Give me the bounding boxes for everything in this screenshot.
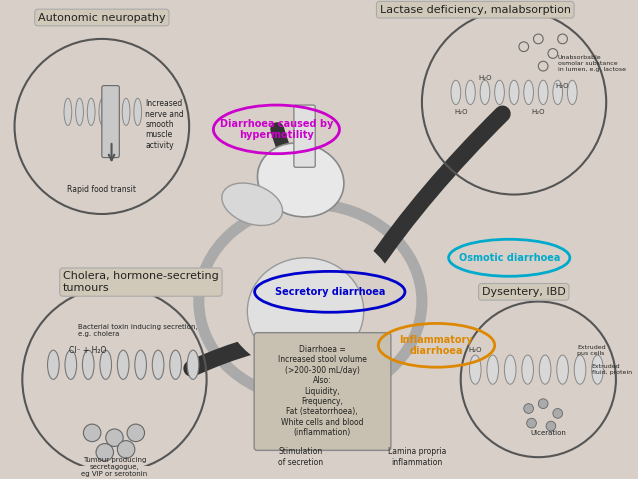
- Ellipse shape: [117, 350, 129, 379]
- Ellipse shape: [87, 98, 95, 125]
- Ellipse shape: [110, 98, 118, 125]
- Ellipse shape: [99, 98, 107, 125]
- Ellipse shape: [574, 355, 586, 384]
- FancyBboxPatch shape: [294, 105, 315, 167]
- Ellipse shape: [222, 183, 283, 226]
- Text: Extruded
pus cells: Extruded pus cells: [577, 345, 605, 355]
- Ellipse shape: [223, 228, 397, 375]
- Circle shape: [84, 424, 101, 442]
- Text: Osmotic diarrhoea: Osmotic diarrhoea: [459, 253, 560, 263]
- Ellipse shape: [539, 355, 551, 384]
- Text: Inflammatory
diarrhoea: Inflammatory diarrhoea: [399, 334, 473, 356]
- Ellipse shape: [487, 355, 498, 384]
- Text: Bacterial toxin inducing secretion,
e.g. cholera: Bacterial toxin inducing secretion, e.g.…: [78, 324, 197, 337]
- Text: H₂O: H₂O: [454, 109, 468, 115]
- Text: Increased
nerve and
smooth
muscle
activity: Increased nerve and smooth muscle activi…: [145, 99, 184, 150]
- Text: Unabsorbable
osmolar substance
in lumen, e.g. lactose: Unabsorbable osmolar substance in lumen,…: [558, 55, 626, 71]
- Ellipse shape: [451, 80, 461, 104]
- Ellipse shape: [122, 98, 130, 125]
- Circle shape: [117, 441, 135, 458]
- Text: H₂O: H₂O: [468, 347, 482, 353]
- Ellipse shape: [152, 350, 164, 379]
- Text: Extruded
fluid, protein: Extruded fluid, protein: [591, 364, 632, 375]
- Ellipse shape: [134, 98, 142, 125]
- Text: Autonomic neuropathy: Autonomic neuropathy: [38, 12, 166, 23]
- Text: Cl⁻ + H₂O: Cl⁻ + H₂O: [69, 346, 106, 354]
- Text: Stimulation
of secretion: Stimulation of secretion: [278, 447, 323, 467]
- Ellipse shape: [135, 350, 147, 379]
- Ellipse shape: [170, 350, 181, 379]
- Ellipse shape: [64, 98, 72, 125]
- Ellipse shape: [522, 355, 533, 384]
- Text: Rapid food transit: Rapid food transit: [68, 185, 137, 194]
- Text: H₂O: H₂O: [531, 109, 545, 115]
- FancyBboxPatch shape: [254, 333, 391, 450]
- Circle shape: [527, 418, 537, 428]
- Ellipse shape: [258, 143, 344, 217]
- Ellipse shape: [557, 355, 568, 384]
- Circle shape: [538, 399, 548, 409]
- Text: H₂O: H₂O: [556, 82, 569, 89]
- Ellipse shape: [505, 355, 516, 384]
- Text: Ulceration: Ulceration: [530, 430, 566, 436]
- Ellipse shape: [538, 80, 548, 104]
- Ellipse shape: [47, 350, 59, 379]
- Ellipse shape: [466, 80, 475, 104]
- Circle shape: [96, 444, 114, 461]
- Text: Dysentery, IBD: Dysentery, IBD: [482, 287, 566, 297]
- Text: Diarrhoea caused by
hypermotility: Diarrhoea caused by hypermotility: [219, 119, 333, 140]
- Circle shape: [127, 424, 145, 442]
- Text: Cholera, hormone-secreting
tumours: Cholera, hormone-secreting tumours: [63, 271, 219, 293]
- Ellipse shape: [509, 80, 519, 104]
- Text: H₂O: H₂O: [478, 75, 492, 81]
- Ellipse shape: [553, 80, 563, 104]
- Text: Lactase deficiency, malabsorption: Lactase deficiency, malabsorption: [380, 5, 571, 15]
- Ellipse shape: [470, 355, 481, 384]
- Circle shape: [106, 429, 123, 446]
- Ellipse shape: [82, 350, 94, 379]
- Ellipse shape: [480, 80, 490, 104]
- Text: Tumour producing
secretagogue,
eg VIP or serotonin: Tumour producing secretagogue, eg VIP or…: [81, 457, 147, 477]
- Ellipse shape: [591, 355, 604, 384]
- Ellipse shape: [76, 98, 84, 125]
- Ellipse shape: [494, 80, 505, 104]
- Text: Secretory diarrhoea: Secretory diarrhoea: [274, 287, 385, 297]
- Ellipse shape: [524, 80, 533, 104]
- Ellipse shape: [65, 350, 77, 379]
- Ellipse shape: [248, 258, 364, 365]
- Circle shape: [553, 409, 563, 418]
- Text: Diarrhoea =
Increased stool volume
(>200-300 mL/day)
Also:
Liquidity,
Frequency,: Diarrhoea = Increased stool volume (>200…: [278, 345, 366, 437]
- Circle shape: [524, 404, 533, 413]
- Circle shape: [546, 421, 556, 431]
- Text: Lamina propria
inflammation: Lamina propria inflammation: [388, 447, 446, 467]
- Ellipse shape: [187, 350, 199, 379]
- FancyBboxPatch shape: [102, 86, 119, 158]
- Ellipse shape: [567, 80, 577, 104]
- Ellipse shape: [100, 350, 112, 379]
